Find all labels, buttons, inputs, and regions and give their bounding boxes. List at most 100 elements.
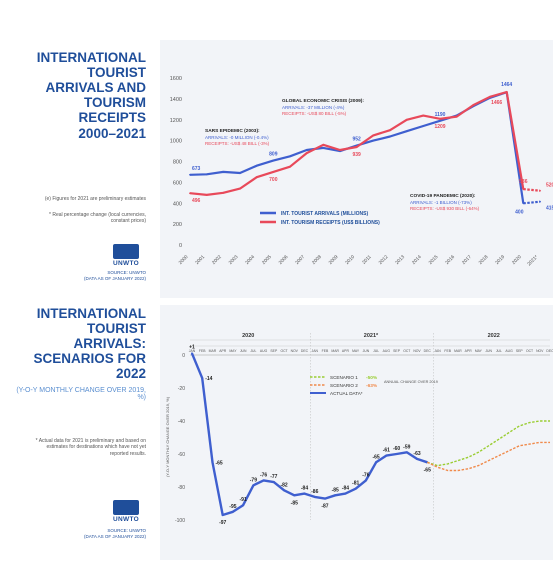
panel1-title-line: ARRIVALS AND [45,80,147,96]
annotation-arrivals: ARRIVALS: -1 BILLION (-73%) [410,200,472,205]
data-label: -65 [424,467,431,473]
arrivals-point [422,125,425,127]
data-label: 673 [192,166,201,172]
month-tick-label: SEP [516,349,524,353]
month-tick-label: AUG [383,349,391,353]
month-tick-label: AUG [505,349,513,353]
actual-data-point [272,481,275,484]
scenario1-line [427,420,550,467]
data-label: -63 [413,451,420,457]
arrivals-point [255,164,258,167]
actual-data-point [221,514,224,517]
actual-data-point [416,457,419,460]
data-label: -84 [342,486,349,492]
data-label: -14 [205,376,212,382]
unwto-logo-mark [113,244,139,259]
arrivals-point [322,147,325,149]
month-tick-label: JUL [496,349,502,353]
period-label: 2020 [242,333,254,339]
receipts-point [505,91,508,93]
panel2-title: INTERNATIONAL TOURIST ARRIVALS: SCENARIO… [6,306,146,382]
y-tick-label: 800 [173,160,182,166]
panel2-title-line: SCENARIOS FOR [33,351,146,367]
month-tick-label: FEB [199,349,206,353]
data-label: 1464 [501,82,512,88]
receipts-point [189,192,191,195]
source-line: SOURCE: UNWTO [107,270,146,275]
month-tick-label: MAR [331,349,339,353]
source-line: (DATA AS OF JANUARY 2022) [84,275,146,281]
data-label: 536 [519,179,528,185]
receipts-point [422,114,425,117]
panel1-title: INTERNATIONAL TOURIST ARRIVALS AND TOURI… [6,50,146,141]
data-label: -81 [352,481,359,487]
data-label: -60 [393,446,400,452]
month-tick-label: NOV [291,349,299,353]
month-tick-label: DEC [546,349,553,353]
y-tick-label: -40 [178,419,185,425]
month-tick-label: FEB [322,349,329,353]
arrivals-point [239,172,241,174]
actual-data-point [395,453,398,455]
panel1-title-line: 2000–2021 [78,125,146,141]
data-label: -86 [311,489,318,495]
arrivals-point [222,171,225,173]
receipts-point [222,191,225,194]
actual-data-point [385,454,388,457]
month-tick-label: JUN [363,349,370,353]
arrivals-point [522,202,525,205]
annotation-title: SARS EPIDEMIC (2003): [205,128,260,134]
legend-note: ANNUAL CHANGE OVER 2019 [384,380,438,384]
annotation-title: COVID-19 PANDEMIC (2020): [410,193,476,199]
actual-data-point [334,494,337,497]
annotation-receipts: RECEIPTS: -US$ 80 BILL (-5%) [282,111,347,116]
panel2-title-line: 2022 [115,366,146,382]
chart1-background [160,40,553,298]
data-label: -79 [250,477,257,483]
source-line: SOURCE: UNWTO [107,528,146,533]
actual-data-point [262,479,265,482]
data-label: -85 [332,487,339,493]
data-label: 496 [192,198,201,204]
month-tick-label: JAN [312,349,319,353]
data-label: -59 [403,444,410,450]
arrivals-point [189,173,191,176]
actual-data-point [242,504,245,507]
panel2-title-line: ARRIVALS: [73,336,147,352]
actual-data-point [283,489,286,492]
data-label: -76 [362,472,369,478]
receipts-point [272,171,275,173]
annotation-title: GLOBAL ECONOMIC CRISIS (2009): [282,98,364,104]
data-label: -87 [321,504,328,510]
legend-scenario2-change: -63% [366,383,378,389]
receipts-point [205,194,208,196]
receipts-point [255,176,258,179]
period-label: 2021* [364,333,379,339]
y-tick-label: 0 [179,243,182,249]
y-tick-label: 200 [173,222,182,228]
data-label: 1466 [491,100,502,106]
unwto-logo: UNWTO [106,500,146,523]
month-tick-label: DEC [301,349,309,353]
arrivals-point [389,135,391,138]
annotation-arrivals: ARRIVALS: -37 MILLION (-4%) [282,105,345,110]
panel2-note: * Actual data for 2021 is preliminary an… [35,438,146,457]
actual-data-point [405,451,408,454]
panel1-title-line: INTERNATIONAL [36,50,146,65]
data-label: -84 [301,486,308,492]
actual-data-point [303,492,306,495]
month-tick-label: JUN [485,349,492,353]
panel1-note-real-change: * Real percentage change (local currenci… [49,212,146,225]
y-tick-label: 1600 [170,76,182,82]
y-tick-label: -60 [178,452,185,458]
data-label: 1209 [434,124,445,130]
data-label: -95 [229,504,236,510]
arrivals-point [439,119,441,122]
panel1-title-line: TOURISM [83,95,146,111]
receipts-point [289,165,291,168]
arrivals-point [272,159,275,162]
data-label: 939 [352,152,361,158]
data-label: 809 [269,152,278,158]
receipts-point [539,189,541,192]
